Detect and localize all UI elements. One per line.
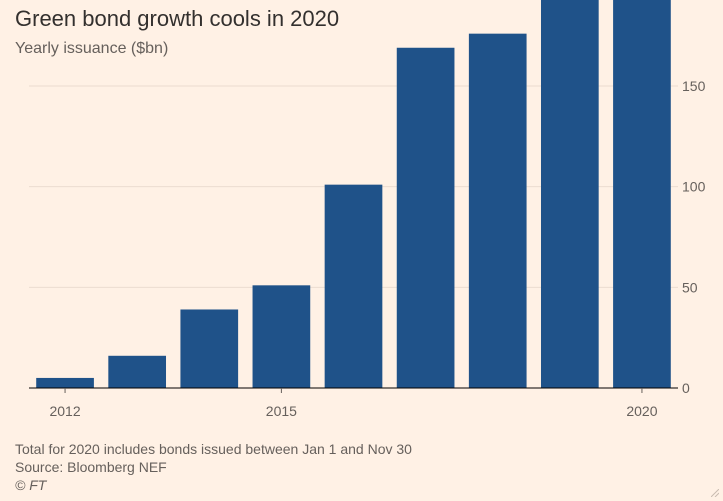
ft-credit: © FT: [15, 477, 47, 493]
chart-subtitle: Yearly issuance ($bn): [15, 40, 169, 57]
x-tick-label: 2015: [266, 403, 297, 419]
chart-title: Green bond growth cools in 2020: [15, 6, 340, 31]
y-tick-label: 50: [682, 279, 698, 295]
bar-2019: [540, 0, 599, 389]
footnote: Total for 2020 includes bonds issued bet…: [15, 441, 412, 457]
source-note: Source: Bloomberg NEF: [15, 459, 167, 475]
y-tick-label: 0: [682, 380, 690, 396]
bar-2014: [180, 309, 239, 388]
bar-chart: 050100150200250201220152020: [29, 0, 706, 419]
bar-2016: [324, 184, 383, 388]
bar-2018: [468, 33, 527, 388]
x-tick-label: 2012: [49, 403, 80, 419]
bar-2013: [108, 355, 167, 388]
bar-2020: [613, 0, 671, 388]
bar-2015: [252, 285, 311, 388]
resize-grip-icon: [711, 489, 719, 497]
y-tick-label: 150: [682, 78, 706, 94]
bar-2012: [36, 377, 94, 388]
y-tick-label: 100: [682, 179, 706, 195]
x-tick-label: 2020: [626, 403, 657, 419]
bar-2017: [396, 47, 455, 389]
